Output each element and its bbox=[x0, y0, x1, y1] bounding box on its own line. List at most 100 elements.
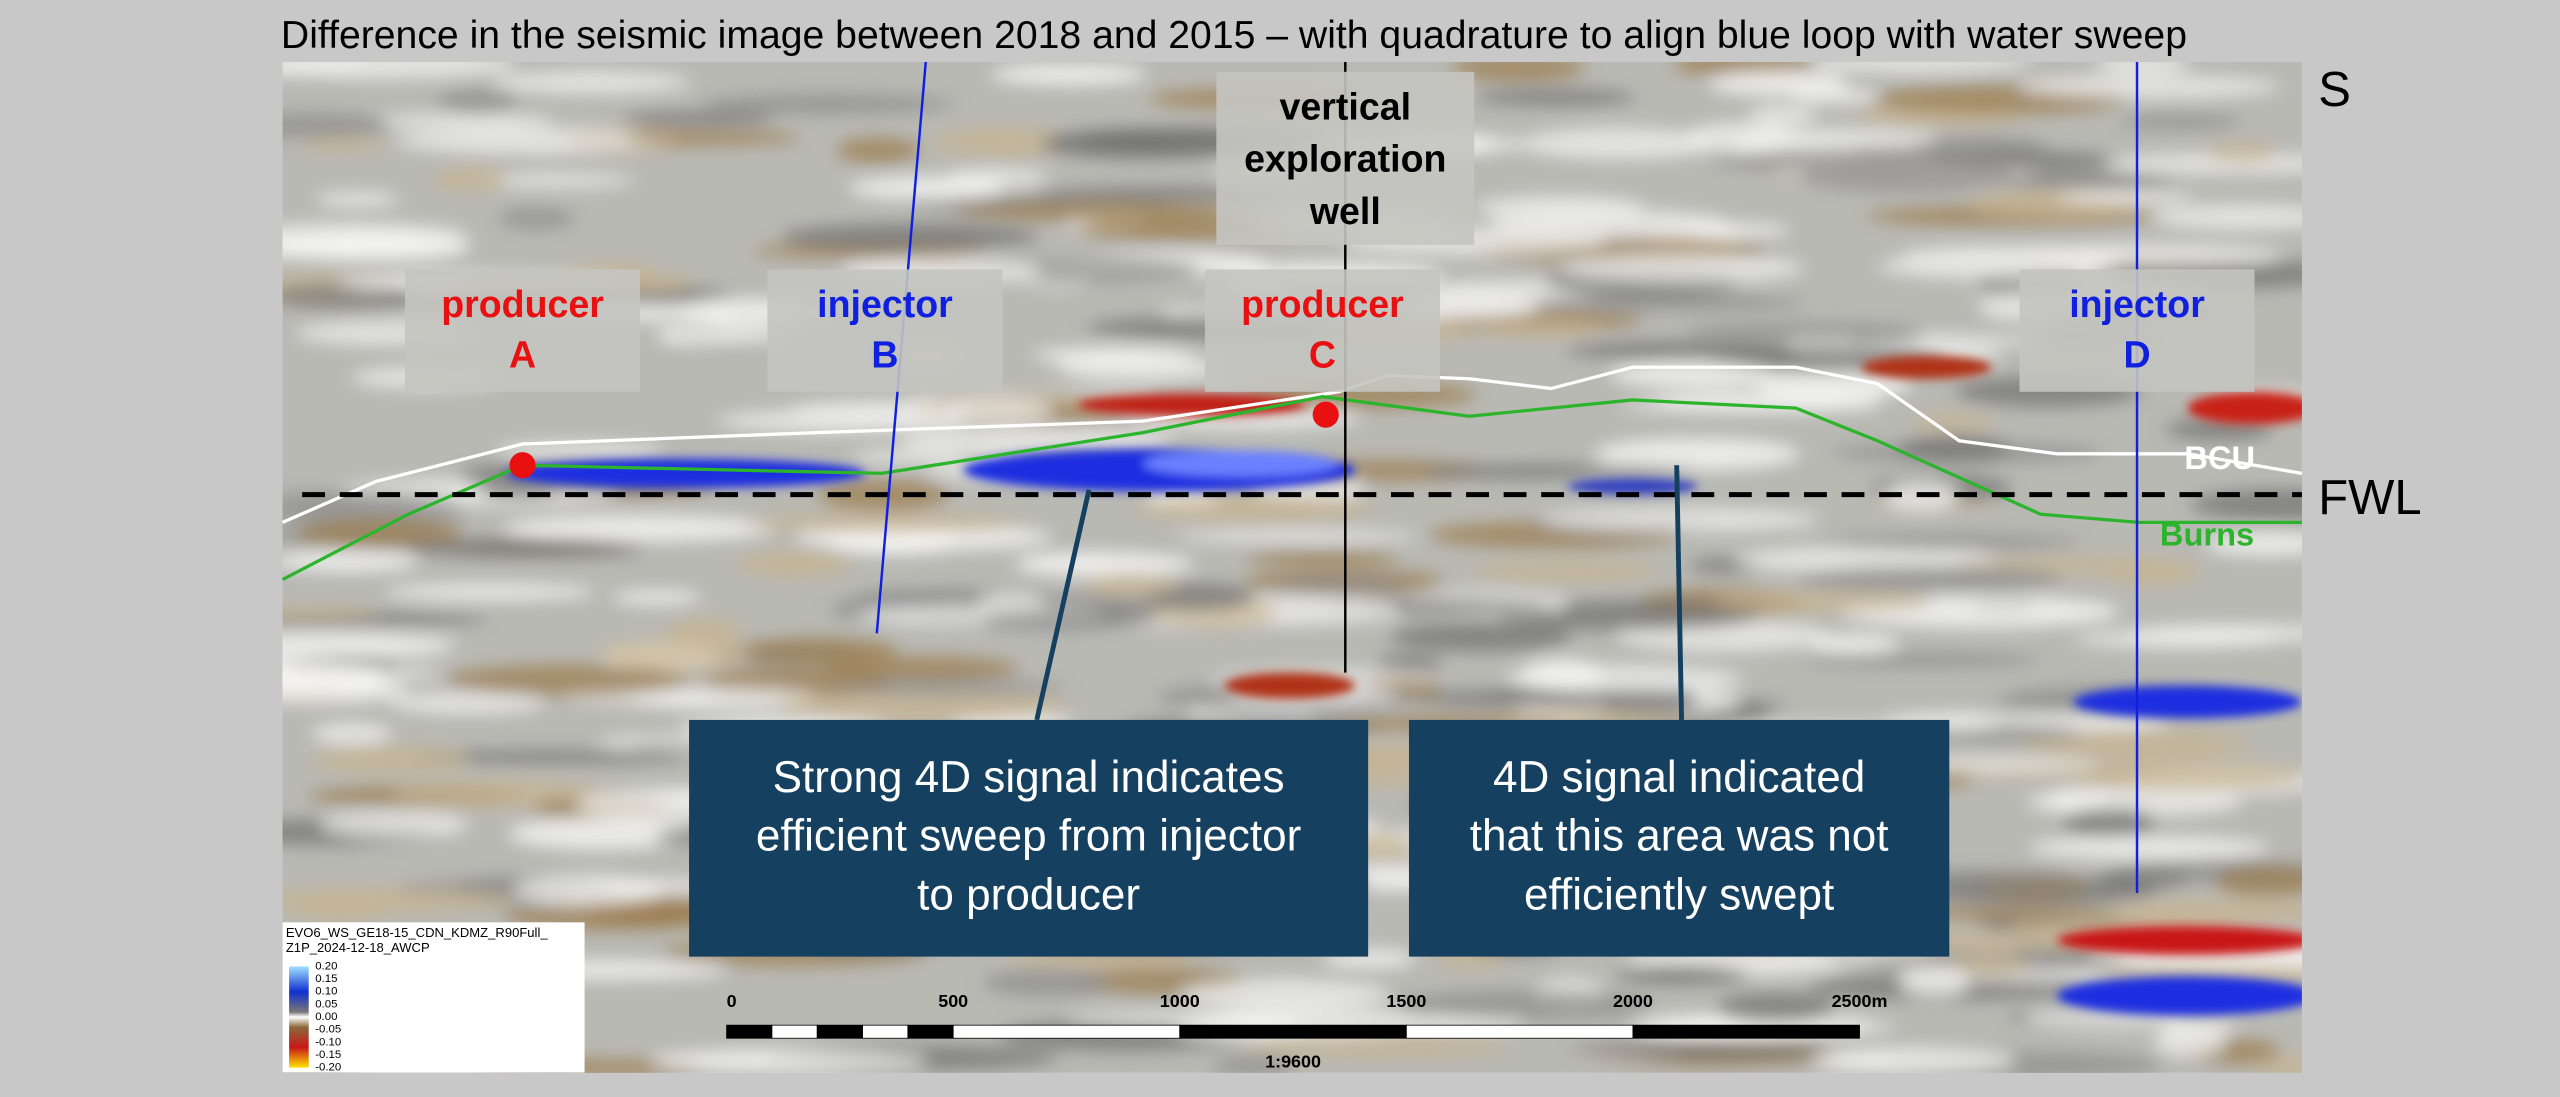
seismic-event bbox=[1422, 465, 1594, 479]
scale-seg bbox=[1405, 1024, 1634, 1039]
seismic-event bbox=[942, 397, 1054, 424]
legend: EVO6_WS_GE18-15_CDN_KDMZ_R90Full_Z1P_202… bbox=[282, 922, 585, 1074]
legend-box bbox=[282, 922, 585, 1073]
seismic-event bbox=[823, 655, 1020, 682]
seismic-event bbox=[1211, 1055, 1295, 1073]
seismic-event bbox=[2109, 898, 2302, 926]
callout-text: to producer bbox=[917, 870, 1140, 919]
seismic-event bbox=[1899, 968, 1970, 997]
label-box bbox=[1204, 269, 1440, 392]
seismic-event bbox=[1451, 62, 1585, 82]
seismic-event bbox=[411, 750, 682, 764]
title: Difference in the seismic image between … bbox=[281, 14, 2187, 57]
seismic-event bbox=[1684, 122, 1798, 153]
seismic-event bbox=[2214, 865, 2302, 898]
seismic-event bbox=[282, 632, 456, 659]
seismic-event bbox=[282, 235, 374, 259]
seismic-event bbox=[1708, 70, 1849, 96]
seismic-event bbox=[1474, 88, 1636, 107]
seismic-event bbox=[1559, 253, 1804, 283]
seismic-event bbox=[1017, 554, 1111, 569]
seismic-event bbox=[1179, 979, 1391, 1009]
label-box bbox=[767, 269, 1003, 392]
producer-c-dot bbox=[1312, 401, 1339, 428]
seismic-event bbox=[1176, 529, 1419, 544]
seismic-event bbox=[282, 62, 517, 79]
seismic-event bbox=[1504, 664, 1743, 694]
seismic-event bbox=[1909, 413, 1996, 431]
scale-ratio: 1:9600 bbox=[1265, 1051, 1321, 1071]
label-box bbox=[1216, 71, 1475, 245]
seismic-event bbox=[1615, 965, 1751, 985]
seismic-event bbox=[789, 400, 973, 420]
label-box bbox=[405, 269, 641, 392]
legend-tick: 0.00 bbox=[315, 1011, 337, 1023]
seismic-event bbox=[2017, 75, 2280, 98]
direction: S bbox=[2318, 63, 2351, 117]
bcu-horizon bbox=[281, 365, 2303, 524]
seismic-event bbox=[848, 176, 1006, 200]
well-letter: C bbox=[1309, 333, 1336, 375]
seismic-event bbox=[1521, 127, 1717, 160]
seismic-event bbox=[2094, 62, 2190, 74]
scale-seg bbox=[771, 1024, 818, 1039]
seismic-event bbox=[1133, 494, 1375, 523]
seismic-event bbox=[1948, 956, 2034, 976]
seismic-event bbox=[953, 200, 1239, 222]
scale-label: 500 bbox=[938, 991, 968, 1011]
seismic-event bbox=[477, 173, 635, 188]
seismic-event bbox=[404, 538, 646, 559]
scale-label: 0 bbox=[727, 991, 737, 1011]
seismic-event bbox=[1748, 105, 1818, 126]
seismic-event bbox=[623, 130, 801, 146]
seismic-event bbox=[1470, 560, 1660, 583]
seismic-event bbox=[1240, 1035, 1509, 1058]
seismic-event bbox=[491, 71, 690, 94]
seismic-event bbox=[282, 887, 517, 913]
seismic-event bbox=[1819, 533, 2081, 550]
seismic-event bbox=[309, 745, 469, 775]
seismic-event bbox=[384, 584, 596, 600]
scale-seg bbox=[952, 1024, 1181, 1039]
legend-title: Z1P_2024-12-18_AWCP bbox=[286, 940, 430, 955]
exploration-label: vertical bbox=[1280, 85, 1411, 127]
seismic-event bbox=[2206, 142, 2277, 164]
seismic-event bbox=[513, 875, 665, 906]
seismic-event bbox=[1912, 331, 2047, 347]
seismic-event bbox=[282, 551, 419, 572]
seismic-event bbox=[444, 664, 694, 697]
seismic-event bbox=[282, 677, 408, 704]
scale-seg bbox=[1632, 1024, 1860, 1039]
anomalies bbox=[506, 355, 2302, 1016]
scale-seg bbox=[1179, 1024, 1407, 1039]
well-role: injector bbox=[817, 283, 953, 325]
seismic-event bbox=[835, 137, 921, 163]
bcu-label: BCU bbox=[2184, 439, 2255, 476]
scale-label: 1000 bbox=[1160, 991, 1200, 1011]
seismic-event bbox=[1715, 992, 1836, 1025]
legend-tick: -0.10 bbox=[315, 1036, 341, 1048]
pointer bbox=[1034, 489, 1092, 721]
seismic-event bbox=[1032, 347, 1194, 364]
seismic-event bbox=[1475, 319, 1603, 338]
seismic-event bbox=[1710, 147, 1991, 173]
seismic-event bbox=[650, 1049, 927, 1072]
legend-tick: -0.15 bbox=[315, 1049, 341, 1061]
seismic-event bbox=[737, 550, 852, 578]
seismic-event bbox=[1388, 622, 1573, 653]
seismic-event bbox=[736, 637, 898, 664]
seismic-event bbox=[503, 515, 777, 542]
seismic-event bbox=[1711, 591, 1933, 613]
callout-box bbox=[689, 719, 1369, 957]
seismic-event bbox=[599, 639, 751, 671]
seismic-event bbox=[620, 111, 776, 126]
scale-label: 2000 bbox=[1613, 991, 1653, 1011]
seismic-event bbox=[311, 722, 393, 745]
seismic-event bbox=[497, 207, 575, 230]
scale-seg bbox=[726, 1024, 773, 1039]
exploration-label: well bbox=[1309, 190, 1381, 232]
seismic-event bbox=[1594, 438, 1800, 471]
seismic-event bbox=[1498, 600, 1761, 632]
seismic-event bbox=[982, 969, 1111, 997]
